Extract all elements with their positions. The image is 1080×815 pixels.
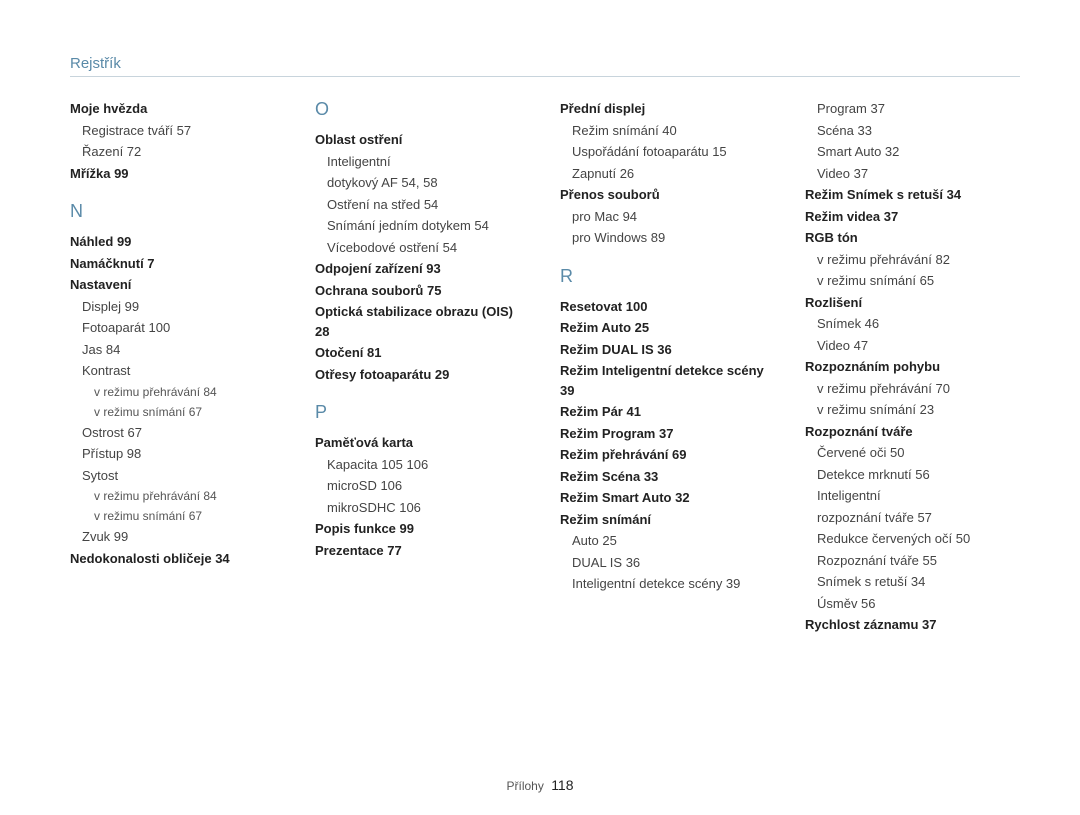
index-entry: Jas 84 (70, 340, 285, 360)
index-entry: Video 47 (805, 336, 1020, 356)
index-entry: Režim Inteligentní detekce scény 39 (560, 361, 775, 400)
index-entry: Režim DUAL IS 36 (560, 340, 775, 360)
footer-page-number: 118 (551, 777, 573, 793)
index-entry: Otřesy fotoaparátu 29 (315, 365, 530, 385)
index-entry: Kontrast (70, 361, 285, 381)
index-entry: Smart Auto 32 (805, 142, 1020, 162)
index-entry: Ostření na střed 54 (315, 195, 530, 215)
index-entry: Režim snímání (560, 510, 775, 530)
index-entry: Rozpoznání tváře 55 (805, 551, 1020, 571)
index-entry: Nastavení (70, 275, 285, 295)
page-title: Rejstřík (70, 55, 1020, 77)
index-entry: v režimu přehrávání 84 (70, 487, 285, 505)
index-entry: Inteligentní (315, 152, 530, 172)
index-column: Přední displejRežim snímání 40Uspořádání… (560, 99, 775, 637)
index-entry: v režimu přehrávání 70 (805, 379, 1020, 399)
index-entry: Režim přehrávání 69 (560, 445, 775, 465)
index-entry: v režimu snímání 67 (70, 403, 285, 421)
index-entry: Redukce červených očí 50 (805, 529, 1020, 549)
index-entry: Otočení 81 (315, 343, 530, 363)
index-entry: Režim Pár 41 (560, 402, 775, 422)
index-entry: Režim Snímek s retuší 34 (805, 185, 1020, 205)
index-entry: Mřížka 99 (70, 164, 285, 184)
index-entry: Resetovat 100 (560, 297, 775, 317)
index-entry: Zapnutí 26 (560, 164, 775, 184)
index-entry: Fotoaparát 100 (70, 318, 285, 338)
section-letter: O (315, 99, 530, 120)
index-entry: Přístup 98 (70, 444, 285, 464)
index-column: Moje hvězdaRegistrace tváří 57Řazení 72M… (70, 99, 285, 637)
index-entry: Displej 99 (70, 297, 285, 317)
index-entry: RGB tón (805, 228, 1020, 248)
index-entry: dotykový AF 54, 58 (315, 173, 530, 193)
index-entry: v režimu přehrávání 84 (70, 383, 285, 401)
index-entry: Snímek s retuší 34 (805, 572, 1020, 592)
index-entry: Snímání jedním dotykem 54 (315, 216, 530, 236)
index-entry: Sytost (70, 466, 285, 486)
index-entry: Paměťová karta (315, 433, 530, 453)
index-entry: v režimu přehrávání 82 (805, 250, 1020, 270)
index-entry: v režimu snímání 65 (805, 271, 1020, 291)
index-entry: Náhled 99 (70, 232, 285, 252)
index-entry: Rychlost záznamu 37 (805, 615, 1020, 635)
index-entry: Detekce mrknutí 56 (805, 465, 1020, 485)
index-entry: Namáčknutí 7 (70, 254, 285, 274)
index-entry: microSD 106 (315, 476, 530, 496)
section-letter: P (315, 402, 530, 423)
index-entry: pro Mac 94 (560, 207, 775, 227)
index-entry: Rozpoznání tváře (805, 422, 1020, 442)
section-letter: N (70, 201, 285, 222)
index-entry: Popis funkce 99 (315, 519, 530, 539)
index-entry: v režimu snímání 23 (805, 400, 1020, 420)
index-entry: Video 37 (805, 164, 1020, 184)
index-entry: Inteligentní detekce scény 39 (560, 574, 775, 594)
index-entry: Snímek 46 (805, 314, 1020, 334)
index-entry: Odpojení zařízení 93 (315, 259, 530, 279)
index-entry: Moje hvězda (70, 99, 285, 119)
footer-label: Přílohy (506, 779, 543, 793)
index-entry: Rozlišení (805, 293, 1020, 313)
index-entry: Řazení 72 (70, 142, 285, 162)
index-entry: Auto 25 (560, 531, 775, 551)
index-entry: Režim Program 37 (560, 424, 775, 444)
index-entry: Ochrana souborů 75 (315, 281, 530, 301)
index-entry: Režim Smart Auto 32 (560, 488, 775, 508)
index-entry: Režim Auto 25 (560, 318, 775, 338)
index-entry: Režim Scéna 33 (560, 467, 775, 487)
index-entry: rozpoznání tváře 57 (805, 508, 1020, 528)
index-entry: Kapacita 105 106 (315, 455, 530, 475)
index-entry: Oblast ostření (315, 130, 530, 150)
index-entry: Vícebodové ostření 54 (315, 238, 530, 258)
index-entry: pro Windows 89 (560, 228, 775, 248)
index-entry: Přenos souborů (560, 185, 775, 205)
index-entry: Režim snímání 40 (560, 121, 775, 141)
index-entry: Program 37 (805, 99, 1020, 119)
index-entry: Scéna 33 (805, 121, 1020, 141)
index-entry: Přední displej (560, 99, 775, 119)
index-entry: mikroSDHC 106 (315, 498, 530, 518)
index-page: Rejstřík Moje hvězdaRegistrace tváří 57Ř… (0, 0, 1080, 637)
index-entry: Optická stabilizace obrazu (OIS) 28 (315, 302, 530, 341)
index-entry: Nedokonalosti obličeje 34 (70, 549, 285, 569)
index-entry: Ostrost 67 (70, 423, 285, 443)
index-column: O Oblast ostřeníInteligentnídotykový AF 5… (315, 99, 530, 637)
index-entry: v režimu snímání 67 (70, 507, 285, 525)
index-entry: Rozpoznáním pohybu (805, 357, 1020, 377)
page-footer: Přílohy 118 (0, 777, 1080, 793)
index-entry: Režim videa 37 (805, 207, 1020, 227)
index-entry: Prezentace 77 (315, 541, 530, 561)
index-entry: Registrace tváří 57 (70, 121, 285, 141)
index-entry: Uspořádání fotoaparátu 15 (560, 142, 775, 162)
index-entry: Červené oči 50 (805, 443, 1020, 463)
index-entry: Zvuk 99 (70, 527, 285, 547)
index-entry: Úsměv 56 (805, 594, 1020, 614)
index-entry: Inteligentní (805, 486, 1020, 506)
section-letter: R (560, 266, 775, 287)
index-column: Program 37Scéna 33Smart Auto 32Video 37R… (805, 99, 1020, 637)
index-entry: DUAL IS 36 (560, 553, 775, 573)
index-columns: Moje hvězdaRegistrace tváří 57Řazení 72M… (70, 99, 1020, 637)
